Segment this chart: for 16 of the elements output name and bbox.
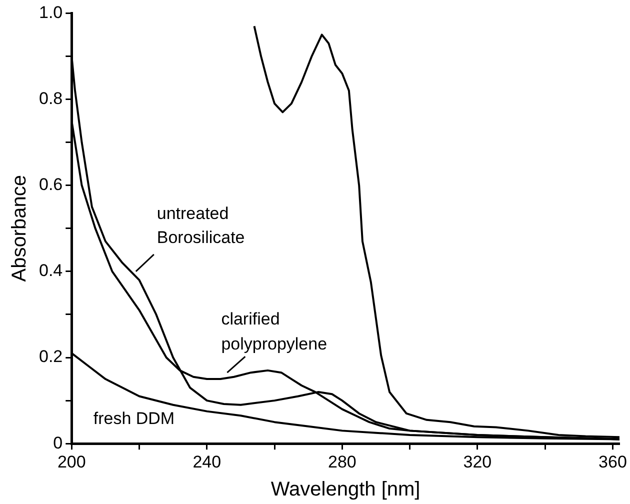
y-axis-title: Absorbance bbox=[8, 175, 31, 282]
y-tick-label: 0.6 bbox=[38, 175, 63, 194]
x-tick-label: 200 bbox=[57, 452, 86, 472]
x-tick-label: 240 bbox=[192, 452, 222, 472]
annotation: fresh DDM bbox=[93, 408, 175, 428]
y-tick-label: 0.4 bbox=[38, 261, 63, 280]
y-tick-label: 0.8 bbox=[38, 88, 63, 108]
x-axis-title: Wavelength [nm] bbox=[270, 478, 420, 501]
x-tick-label: 280 bbox=[328, 452, 356, 472]
x-tick-label: 320 bbox=[463, 452, 492, 472]
annotation: clarified polypropylene bbox=[221, 309, 328, 354]
y-tick-label: 1.0 bbox=[38, 2, 63, 22]
annotation: untreated Borosilicate bbox=[156, 204, 245, 248]
y-tick-label: 0.2 bbox=[38, 347, 63, 366]
y-tick-label: 0 bbox=[53, 433, 63, 452]
x-tick-label: 360 bbox=[598, 452, 627, 472]
